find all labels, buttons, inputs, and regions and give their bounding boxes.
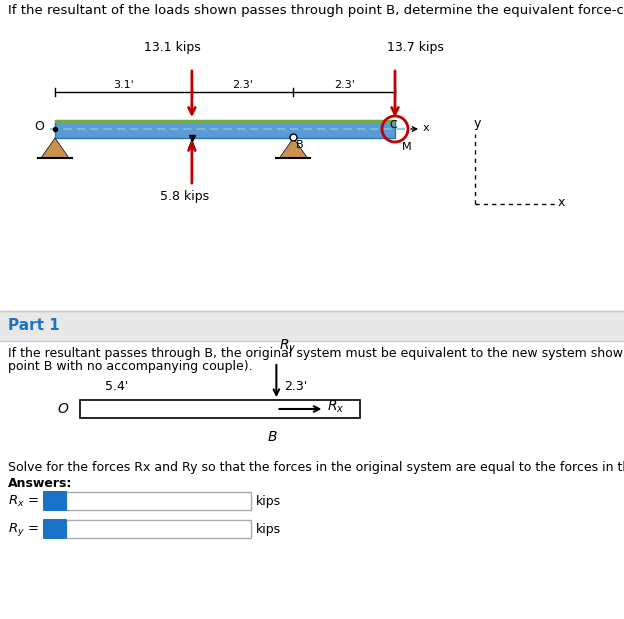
Text: kips: kips	[256, 495, 281, 508]
Text: $R_y$: $R_y$	[280, 338, 297, 356]
Text: x: x	[423, 123, 430, 133]
Text: 3.1': 3.1'	[113, 80, 134, 90]
Bar	[0, 311, 624, 341]
Text: Part 1: Part 1	[8, 319, 60, 334]
Text: i: i	[53, 495, 57, 508]
FancyBboxPatch shape	[43, 519, 67, 539]
Text: y: y	[474, 117, 480, 130]
Bar	[55, 120, 395, 138]
Text: Answers:: Answers:	[8, 477, 72, 490]
Text: 2.3': 2.3'	[285, 380, 308, 393]
Text: kips: kips	[256, 522, 281, 535]
Text: If the resultant of the loads shown passes through point B, determine the equiva: If the resultant of the loads shown pass…	[8, 4, 624, 17]
Text: $R_y$ =: $R_y$ =	[8, 521, 39, 537]
Polygon shape	[280, 138, 308, 158]
Text: $R_x$ =: $R_x$ =	[8, 493, 39, 509]
Text: Solve for the forces Rx and Ry so that the forces in the original system are equ: Solve for the forces Rx and Ry so that t…	[8, 461, 624, 474]
Text: i: i	[53, 522, 57, 535]
Bar	[80, 400, 360, 418]
FancyBboxPatch shape	[43, 491, 67, 511]
Text: 13.7 kips: 13.7 kips	[387, 41, 444, 54]
Bar	[66, 492, 251, 510]
Text: O: O	[34, 119, 44, 132]
Text: x: x	[558, 196, 565, 209]
Text: 5.8 kips: 5.8 kips	[160, 190, 209, 203]
Text: O: O	[57, 402, 68, 416]
Text: If the resultant passes through B, the original system must be equivalent to the: If the resultant passes through B, the o…	[8, 347, 624, 360]
Bar	[55, 120, 395, 123]
Text: B: B	[268, 430, 277, 444]
Bar	[66, 520, 251, 538]
Text: M: M	[402, 142, 412, 152]
Text: 2.3': 2.3'	[232, 80, 253, 90]
Text: A: A	[188, 140, 196, 150]
Text: $R_x$: $R_x$	[328, 399, 345, 415]
Text: point B with no accompanying couple).: point B with no accompanying couple).	[8, 360, 253, 373]
Text: B: B	[295, 140, 303, 150]
Polygon shape	[41, 138, 69, 158]
Text: 5.4': 5.4'	[105, 380, 129, 393]
Text: 2.3': 2.3'	[334, 80, 354, 90]
Text: C: C	[389, 120, 397, 130]
Text: 13.1 kips: 13.1 kips	[144, 41, 201, 54]
